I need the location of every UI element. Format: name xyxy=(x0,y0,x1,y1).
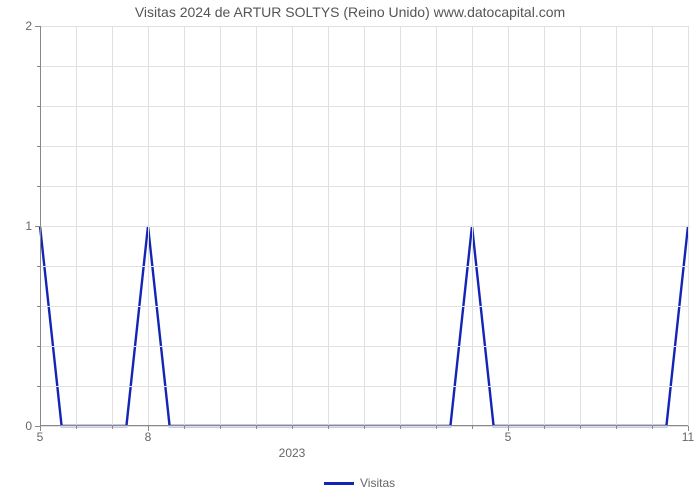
x-minor-tick xyxy=(544,426,545,429)
y-minor-tick xyxy=(37,106,40,107)
x-tick-label: 5 xyxy=(488,430,528,444)
x-minor-tick xyxy=(112,426,113,429)
grid-line-horizontal xyxy=(40,386,688,387)
x-minor-tick xyxy=(472,426,473,429)
x-tick xyxy=(688,426,689,431)
x-tick-label: 8 xyxy=(128,430,168,444)
x-tick-label: 5 xyxy=(20,430,60,444)
grid-line-horizontal xyxy=(40,26,688,27)
y-minor-tick xyxy=(37,186,40,187)
x-minor-tick xyxy=(652,426,653,429)
grid-line-horizontal xyxy=(40,266,688,267)
x-minor-tick xyxy=(328,426,329,429)
x-minor-tick xyxy=(220,426,221,429)
y-minor-tick xyxy=(37,306,40,307)
grid-line-horizontal xyxy=(40,226,688,227)
legend-label: Visitas xyxy=(360,476,395,490)
x-minor-tick xyxy=(436,426,437,429)
plot-area xyxy=(40,26,688,426)
x-minor-tick xyxy=(256,426,257,429)
y-minor-tick xyxy=(37,66,40,67)
grid-line-vertical xyxy=(688,26,689,426)
grid-line-horizontal xyxy=(40,186,688,187)
y-axis xyxy=(40,26,41,426)
y-minor-tick xyxy=(37,146,40,147)
y-tick xyxy=(35,26,40,27)
x-tick xyxy=(40,426,41,431)
grid-line-horizontal xyxy=(40,346,688,347)
x-minor-tick xyxy=(400,426,401,429)
x-tick xyxy=(148,426,149,431)
y-minor-tick xyxy=(37,386,40,387)
legend: Visitas xyxy=(324,476,395,490)
x-minor-tick xyxy=(364,426,365,429)
grid-line-horizontal xyxy=(40,146,688,147)
x-minor-tick xyxy=(76,426,77,429)
x-tick-label: 11 xyxy=(668,430,700,444)
y-tick-label: 2 xyxy=(0,19,32,33)
grid-line-horizontal xyxy=(40,106,688,107)
grid-line-horizontal xyxy=(40,306,688,307)
chart-container: Visitas 2024 de ARTUR SOLTYS (Reino Unid… xyxy=(0,0,700,500)
x-axis-subtitle: 2023 xyxy=(262,446,322,460)
x-minor-tick xyxy=(580,426,581,429)
y-minor-tick xyxy=(37,346,40,347)
legend-swatch xyxy=(324,482,354,485)
x-minor-tick xyxy=(616,426,617,429)
x-minor-tick xyxy=(184,426,185,429)
grid-line-horizontal xyxy=(40,66,688,67)
x-tick xyxy=(508,426,509,431)
chart-title: Visitas 2024 de ARTUR SOLTYS (Reino Unid… xyxy=(0,4,700,20)
y-tick xyxy=(35,226,40,227)
y-minor-tick xyxy=(37,266,40,267)
y-tick-label: 1 xyxy=(0,219,32,233)
x-minor-tick xyxy=(292,426,293,429)
